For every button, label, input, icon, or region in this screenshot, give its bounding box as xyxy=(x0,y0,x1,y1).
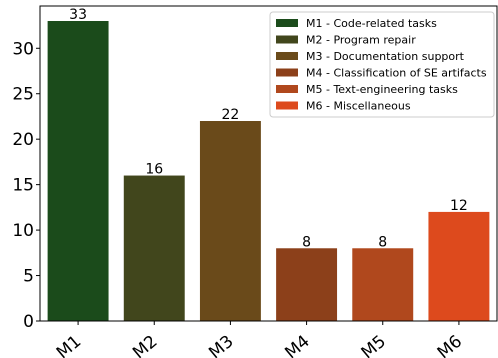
y-tick-label: 15 xyxy=(12,176,34,196)
y-tick-label: 20 xyxy=(12,130,34,150)
plot-frame xyxy=(39,5,498,322)
legend-swatch-m4 xyxy=(276,68,298,77)
bar-m2 xyxy=(123,175,185,321)
legend-swatch-m1 xyxy=(276,19,298,27)
data-label-m4: 8 xyxy=(302,234,311,250)
y-axis: 0 5 10 15 20 25 30 xyxy=(12,39,40,332)
bar-m4 xyxy=(276,248,338,321)
bars-group xyxy=(47,21,490,321)
y-tick-label: 25 xyxy=(12,85,34,105)
legend-label-m2: M2 - Program repair xyxy=(306,34,416,47)
legend-swatch-m5 xyxy=(276,85,298,93)
legend-label-m1: M1 - Code-related tasks xyxy=(306,17,437,30)
x-tick-label-m4: M4 xyxy=(281,332,313,358)
y-tick-label: 10 xyxy=(12,221,34,241)
bar-m1 xyxy=(47,21,109,321)
x-axis: M1 M2 M3 M4 M5 M6 xyxy=(53,321,466,358)
legend-swatch-m6 xyxy=(276,101,298,110)
legend: M1 - Code-related tasks M2 - Program repa… xyxy=(269,11,495,118)
legend-label-m6: M6 - Miscellaneous xyxy=(306,100,411,113)
y-tick-label: 30 xyxy=(12,39,34,59)
bar-m6 xyxy=(428,211,490,321)
legend-swatch-m3 xyxy=(276,52,298,60)
y-tick-label: 5 xyxy=(23,267,34,287)
legend-label-m4: M4 - Classification of SE artifacts xyxy=(306,67,487,80)
data-label-m1: 33 xyxy=(69,7,87,23)
legend-box xyxy=(269,11,495,118)
data-labels-group: 33 16 22 8 8 12 xyxy=(69,7,468,250)
legend-swatch-m2 xyxy=(276,35,298,44)
x-tick-label-m2: M2 xyxy=(129,332,161,358)
x-tick-label-m1: M1 xyxy=(53,332,85,358)
bar-m5 xyxy=(352,248,414,321)
bar-m3 xyxy=(199,121,261,321)
x-tick-label-m5: M5 xyxy=(358,332,390,358)
legend-label-m3: M3 - Documentation support xyxy=(306,50,465,63)
x-tick-label-m6: M6 xyxy=(434,332,466,358)
data-label-m3: 22 xyxy=(222,107,240,123)
y-tick-label: 0 xyxy=(23,312,34,332)
data-label-m6: 12 xyxy=(450,198,468,214)
data-label-m2: 16 xyxy=(145,162,163,178)
x-tick-label-m3: M3 xyxy=(205,332,237,358)
data-label-m5: 8 xyxy=(378,234,387,250)
legend-label-m5: M5 - Text-engineering tasks xyxy=(306,83,458,96)
